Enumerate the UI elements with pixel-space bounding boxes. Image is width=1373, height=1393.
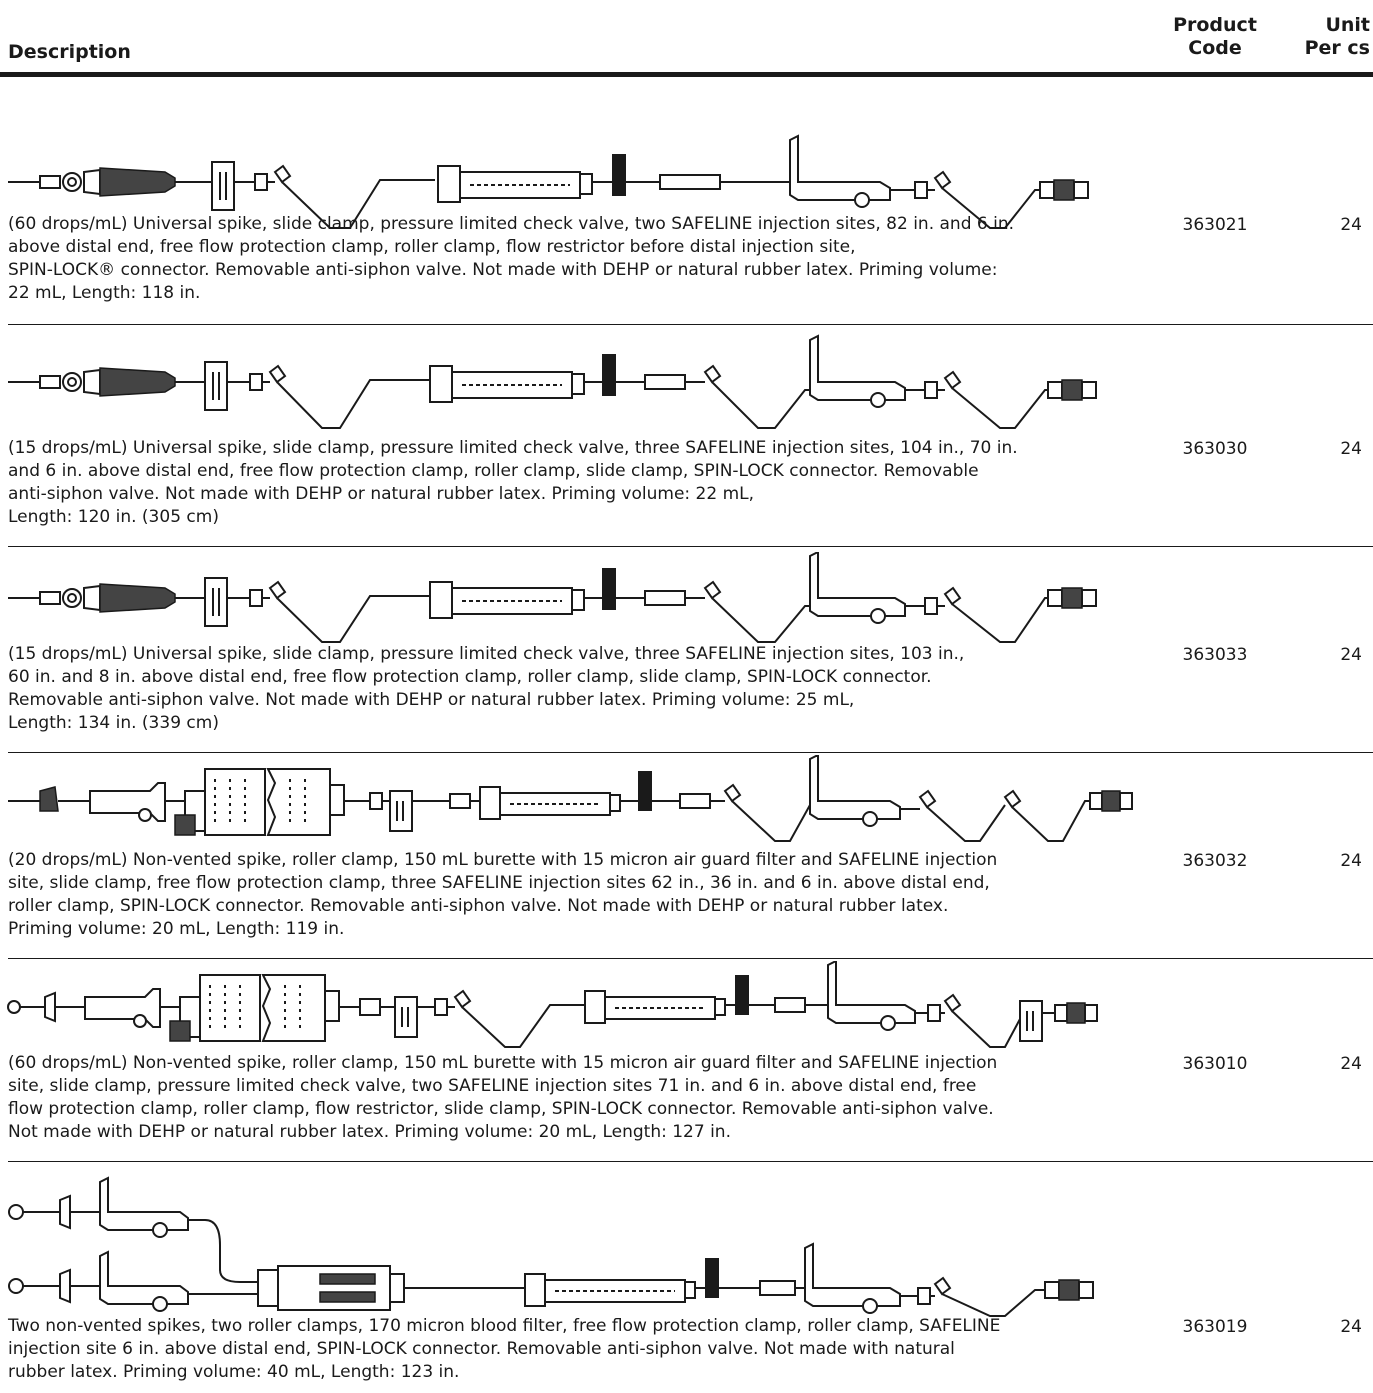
iv-set-illustration (7, 959, 1098, 1048)
iv-set-illustration (8, 753, 1133, 842)
row-unit-per-cs: 24 (1340, 645, 1362, 665)
row-product-code: 363021 (1182, 215, 1248, 235)
row-product-code: 363032 (1182, 851, 1248, 871)
table-row: (60 drops/mL) Non-vented spike, roller c… (0, 959, 1373, 1162)
row-unit-per-cs: 24 (1340, 439, 1362, 459)
iv-set-diagram (0, 120, 1150, 240)
table-row: Two non-vented spikes, two roller clamps… (0, 1162, 1373, 1393)
table-header: Description Product Code Unit Per cs (0, 0, 1373, 80)
iv-set-diagram (0, 550, 1150, 652)
table-row: (15 drops/mL) Universal spike, slide cla… (0, 325, 1373, 547)
iv-set-illustration (8, 134, 1089, 229)
row-description: (60 drops/mL) Universal spike, slide cla… (8, 214, 1015, 303)
iv-set-diagram (0, 330, 1150, 440)
row-unit-per-cs: 24 (1340, 851, 1362, 871)
row-product-code: 363019 (1182, 1317, 1248, 1337)
iv-set-diagram (0, 959, 1150, 1061)
row-description: Two non-vented spikes, two roller clamps… (8, 1316, 1001, 1382)
row-description: (15 drops/mL) Universal spike, slide cla… (8, 438, 1018, 527)
iv-set-illustration (8, 334, 1097, 429)
iv-set-illustration (8, 1176, 1094, 1317)
row-divider (8, 546, 1373, 547)
table-row: (15 drops/mL) Universal spike, slide cla… (0, 547, 1373, 753)
row-description: (15 drops/mL) Universal spike, slide cla… (8, 644, 965, 733)
row-unit-per-cs: 24 (1340, 1054, 1362, 1074)
iv-set-diagram (0, 753, 1150, 855)
row-product-code: 363010 (1182, 1054, 1248, 1074)
iv-set-diagram (0, 1170, 1150, 1320)
row-divider (8, 1161, 1373, 1162)
table-row: (20 drops/mL) Non-vented spike, roller c… (0, 753, 1373, 959)
column-header-unit-per-cs: Unit Per cs (1304, 14, 1370, 59)
row-product-code: 363030 (1182, 439, 1248, 459)
row-description: (60 drops/mL) Non-vented spike, roller c… (8, 1053, 998, 1142)
iv-set-illustration (8, 550, 1097, 643)
row-divider (8, 324, 1373, 325)
column-header-description: Description (8, 41, 131, 63)
column-header-product-code: Product Code (1173, 14, 1257, 59)
row-divider (8, 752, 1373, 753)
table-row: (60 drops/mL) Universal spike, slide cla… (0, 80, 1373, 325)
row-unit-per-cs: 24 (1340, 1317, 1362, 1337)
row-product-code: 363033 (1182, 645, 1248, 665)
row-description: (20 drops/mL) Non-vented spike, roller c… (8, 850, 998, 939)
row-unit-per-cs: 24 (1340, 215, 1362, 235)
row-divider (8, 958, 1373, 959)
header-divider (0, 72, 1373, 77)
